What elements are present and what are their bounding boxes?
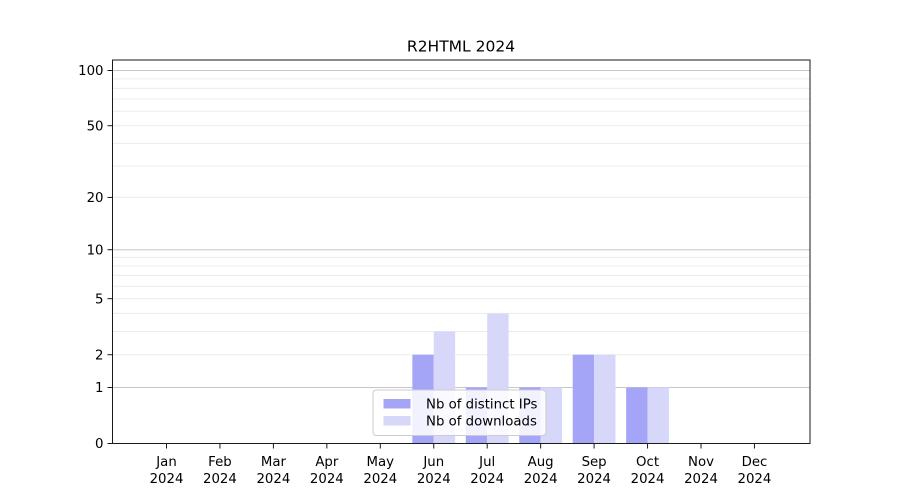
grid-major-layer [112, 69, 810, 388]
x-tick-label-year: 2024 [363, 472, 397, 487]
x-tick-label-month: Apr [315, 455, 339, 470]
x-tick-label-year: 2024 [150, 472, 184, 487]
plot-frame [112, 59, 811, 444]
x-tick-label-month: May [367, 455, 395, 470]
x-tick-label-month: Mar [261, 455, 287, 470]
legend-swatch-downloads [383, 416, 411, 426]
x-tick-label-year: 2024 [684, 472, 718, 487]
bar-oct-s1 [647, 387, 669, 444]
legend-swatch-distinct-ips [383, 399, 411, 409]
x-tick-label-month: Jan [155, 455, 177, 470]
y-tick-label: 100 [78, 64, 103, 79]
x-tick-label-month: Sep [582, 455, 607, 470]
x-tick-label-month: Jul [478, 455, 495, 470]
y-tick-label: 5 [95, 292, 103, 307]
x-tick-label-month: Dec [742, 455, 768, 470]
bar-sep-s1 [594, 354, 616, 444]
x-tick-label-year: 2024 [417, 472, 451, 487]
x-tick-label-year: 2024 [256, 472, 290, 487]
legend-label-distinct-ips: Nb of distinct IPs [426, 398, 538, 413]
y-tick-label: 50 [87, 119, 104, 134]
y-tick-label: 0 [95, 437, 103, 452]
x-tick-label-month: Nov [688, 455, 714, 470]
legend: Nb of distinct IPs Nb of downloads [372, 389, 547, 436]
x-tick-label-month: Jun [422, 455, 444, 470]
legend-box [372, 389, 547, 436]
grid-minor-layer [112, 78, 810, 356]
y-tick-label: 20 [87, 191, 104, 206]
y-tick-label: 2 [95, 348, 103, 363]
bar-sep-s0 [572, 354, 595, 444]
chart-title: R2HTML 2024 [407, 38, 515, 56]
x-tick-label-year: 2024 [738, 472, 772, 487]
x-tick-label-year: 2024 [577, 472, 611, 487]
x-tick-label-month: Feb [208, 455, 232, 470]
legend-label-downloads: Nb of downloads [426, 415, 537, 430]
bar-oct-s0 [626, 387, 648, 444]
x-tick-label-year: 2024 [310, 472, 344, 487]
axes-layer: 0 1 2 5 10 20 50 100 Jan 2024 Feb 2024 Mar 2024 Apr 202… [78, 64, 771, 487]
y-tick-label: 1 [95, 381, 103, 396]
x-tick-label-month: Aug [528, 455, 554, 470]
x-tick-label-year: 2024 [631, 472, 665, 487]
x-tick-label-year: 2024 [524, 472, 558, 487]
x-tick-label-month: Oct [636, 455, 659, 470]
x-tick-label-year: 2024 [470, 472, 504, 487]
x-tick-label-year: 2024 [203, 472, 237, 487]
y-tick-label: 10 [87, 243, 104, 258]
